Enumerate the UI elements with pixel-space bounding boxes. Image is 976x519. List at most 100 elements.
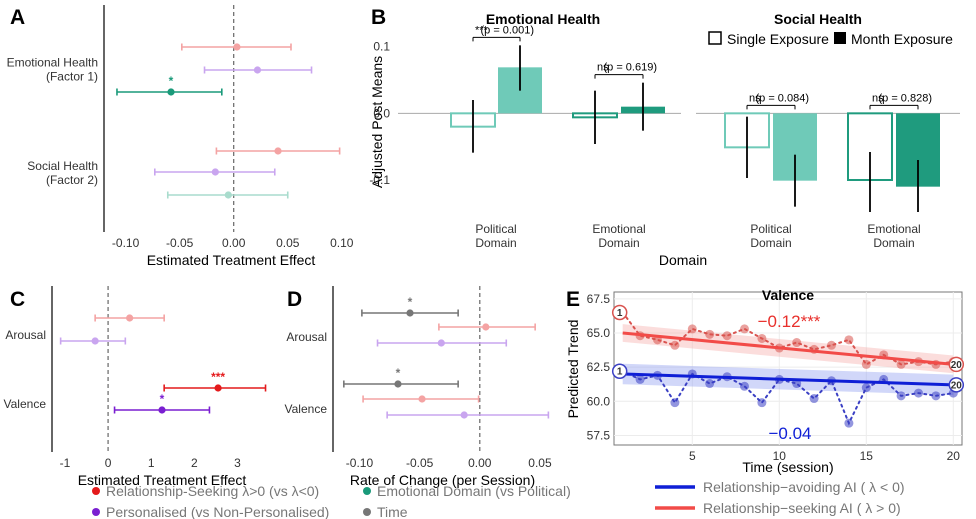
group-tick-label: Domain xyxy=(750,236,791,250)
legend-label: Relationship−seeking AI ( λ > 0) xyxy=(703,500,901,516)
observed-trend-line xyxy=(621,311,955,366)
y-tick-label: 0.0 xyxy=(373,106,390,120)
x-tick-label: 0.05 xyxy=(528,456,552,470)
point-estimate xyxy=(233,43,241,51)
point-estimate xyxy=(224,191,232,199)
start-session-marker xyxy=(611,304,628,321)
observed-point xyxy=(861,359,871,369)
observed-point xyxy=(931,391,941,401)
group-tick-label: Political xyxy=(475,222,516,236)
significance-label: * xyxy=(396,366,401,380)
observed-point xyxy=(827,340,836,350)
observed-point xyxy=(809,394,819,404)
panel-e-line-chart: 57.5 60.0 62.5 65.0 67.5 5 10 15 20 Valence Time (… xyxy=(565,287,965,516)
x-tick-label: 0.00 xyxy=(222,236,246,250)
group-tick-label: Emotional xyxy=(867,222,920,236)
observed-point xyxy=(896,391,906,401)
panel-letter-b: B xyxy=(371,6,386,29)
group-tick-label: Domain xyxy=(873,236,914,250)
chart-title: Valence xyxy=(762,287,814,303)
panel-letter-a: A xyxy=(10,6,25,29)
point-estimate xyxy=(126,314,134,322)
group-label: Arousal xyxy=(5,328,46,342)
x-tick-label: -0.05 xyxy=(166,236,194,250)
facet-title: Emotional Health xyxy=(486,11,600,27)
y-tick-label: 57.5 xyxy=(587,428,611,442)
start-session-marker xyxy=(611,363,628,379)
start-session-label: 1 xyxy=(617,308,623,319)
x-tick-label: -0.05 xyxy=(406,456,434,470)
x-tick-label: 1 xyxy=(148,456,155,470)
y-tick-label: 67.5 xyxy=(587,292,611,306)
legend-label-personalised: Personalised (vs Non-Personalised) xyxy=(106,504,329,519)
x-axis-title: Domain xyxy=(659,252,707,268)
panel-a-forest-plot: -0.10 -0.05 0.00 0.05 0.10 Estimated Treatmen… xyxy=(7,5,354,268)
point-estimate xyxy=(167,88,175,96)
observed-point xyxy=(861,383,871,393)
group-label: (Factor 2) xyxy=(46,173,98,187)
group-label: Emotional Health xyxy=(7,56,98,70)
observed-point xyxy=(740,324,749,334)
observed-point xyxy=(687,324,697,334)
point-estimate xyxy=(214,384,222,392)
significance-label: * xyxy=(169,74,174,88)
panel-letters: A B C D E xyxy=(10,6,580,311)
group-label: Valence xyxy=(4,397,47,411)
observed-point xyxy=(757,333,767,343)
observed-point xyxy=(896,359,906,369)
end-session-marker xyxy=(948,356,965,373)
legend-label-time: Time xyxy=(377,504,408,519)
p-value-label: (p = 0.084) xyxy=(755,92,809,104)
point-estimate xyxy=(274,147,282,155)
panel-c-forest-plot: -1 0 1 2 3 Estimated Treatment Effect Arousal V… xyxy=(4,286,267,488)
fitted-trend-line xyxy=(622,372,954,387)
point-estimate xyxy=(482,323,490,331)
observed-point xyxy=(757,398,767,408)
point-estimate xyxy=(406,309,414,317)
x-tick-label: -1 xyxy=(60,456,71,470)
legend-square-single xyxy=(708,31,722,45)
observed-point xyxy=(914,388,923,398)
legend-dot-emotional-domain xyxy=(363,487,371,495)
group-label: Arousal xyxy=(286,330,327,344)
observed-point xyxy=(722,331,732,341)
y-tick-label: 65.0 xyxy=(587,326,611,340)
observed-point xyxy=(670,398,680,408)
legend-label: Relationship−avoiding AI ( λ < 0) xyxy=(703,479,905,495)
y-axis-title: Predicted Trend xyxy=(565,320,581,419)
point-estimate xyxy=(418,395,426,403)
legend-dot-relationship-seeking xyxy=(92,487,100,495)
figure-legend: Relationship-Seeking λ>0 (vs λ<0) Emotio… xyxy=(92,483,571,519)
p-value-label: (p = 0.001) xyxy=(480,24,534,36)
group-tick-label: Domain xyxy=(475,236,516,250)
p-value-label: (p = 0.828) xyxy=(878,92,932,104)
x-tick-label: 3 xyxy=(234,456,241,470)
plot-area xyxy=(613,291,963,446)
significance-label: *** xyxy=(211,370,225,384)
significance-label: * xyxy=(160,392,165,406)
panel-d-forest-plot: -0.10 -0.05 0.00 0.05 Rate of Change (per Se… xyxy=(285,286,552,488)
y-tick-label: 0.1 xyxy=(373,40,390,54)
y-tick-label: -0.1 xyxy=(369,173,390,187)
x-axis-title: Rate of Change (per Session) xyxy=(350,472,535,488)
fitted-trend-line xyxy=(622,331,954,366)
observed-point xyxy=(740,381,749,391)
significance-label: *** xyxy=(475,24,489,36)
x-tick-label: -0.10 xyxy=(346,456,374,470)
point-estimate xyxy=(394,380,402,388)
x-tick-label: 10 xyxy=(773,449,787,463)
observed-point xyxy=(705,329,715,339)
panel-letter-d: D xyxy=(287,288,302,311)
end-session-label: 20 xyxy=(951,380,963,391)
observed-point xyxy=(844,335,854,345)
legend-dot-time xyxy=(363,508,371,516)
legend-label-month: Month Exposure xyxy=(851,31,953,47)
legend-dot-personalised xyxy=(92,508,100,516)
panel-letter-e: E xyxy=(566,288,580,311)
group-tick-label: Domain xyxy=(598,236,639,250)
x-tick-label: 0.00 xyxy=(468,456,492,470)
y-tick-label: 60.0 xyxy=(587,394,611,408)
start-session-label: 1 xyxy=(617,367,623,378)
